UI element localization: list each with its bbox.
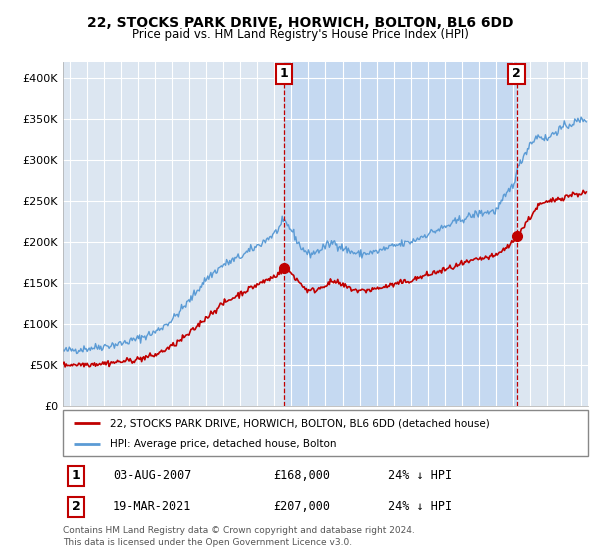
Text: HPI: Average price, detached house, Bolton: HPI: Average price, detached house, Bolt… <box>110 438 337 449</box>
Text: 1: 1 <box>280 67 289 81</box>
Bar <box>284 62 517 406</box>
Text: 24% ↓ HPI: 24% ↓ HPI <box>389 469 452 483</box>
Text: 1: 1 <box>72 469 80 483</box>
Text: 22, STOCKS PARK DRIVE, HORWICH, BOLTON, BL6 6DD: 22, STOCKS PARK DRIVE, HORWICH, BOLTON, … <box>87 16 513 30</box>
Text: £168,000: £168,000 <box>273 469 330 483</box>
Text: 19-MAR-2021: 19-MAR-2021 <box>113 500 191 514</box>
Text: 03-AUG-2007: 03-AUG-2007 <box>113 469 191 483</box>
Text: Contains HM Land Registry data © Crown copyright and database right 2024.
This d: Contains HM Land Registry data © Crown c… <box>63 526 415 547</box>
FancyBboxPatch shape <box>63 410 588 456</box>
Text: 24% ↓ HPI: 24% ↓ HPI <box>389 500 452 514</box>
Text: 2: 2 <box>512 67 521 81</box>
Text: Price paid vs. HM Land Registry's House Price Index (HPI): Price paid vs. HM Land Registry's House … <box>131 28 469 41</box>
Text: 2: 2 <box>72 500 80 514</box>
Text: £207,000: £207,000 <box>273 500 330 514</box>
Text: 22, STOCKS PARK DRIVE, HORWICH, BOLTON, BL6 6DD (detached house): 22, STOCKS PARK DRIVE, HORWICH, BOLTON, … <box>110 418 490 428</box>
